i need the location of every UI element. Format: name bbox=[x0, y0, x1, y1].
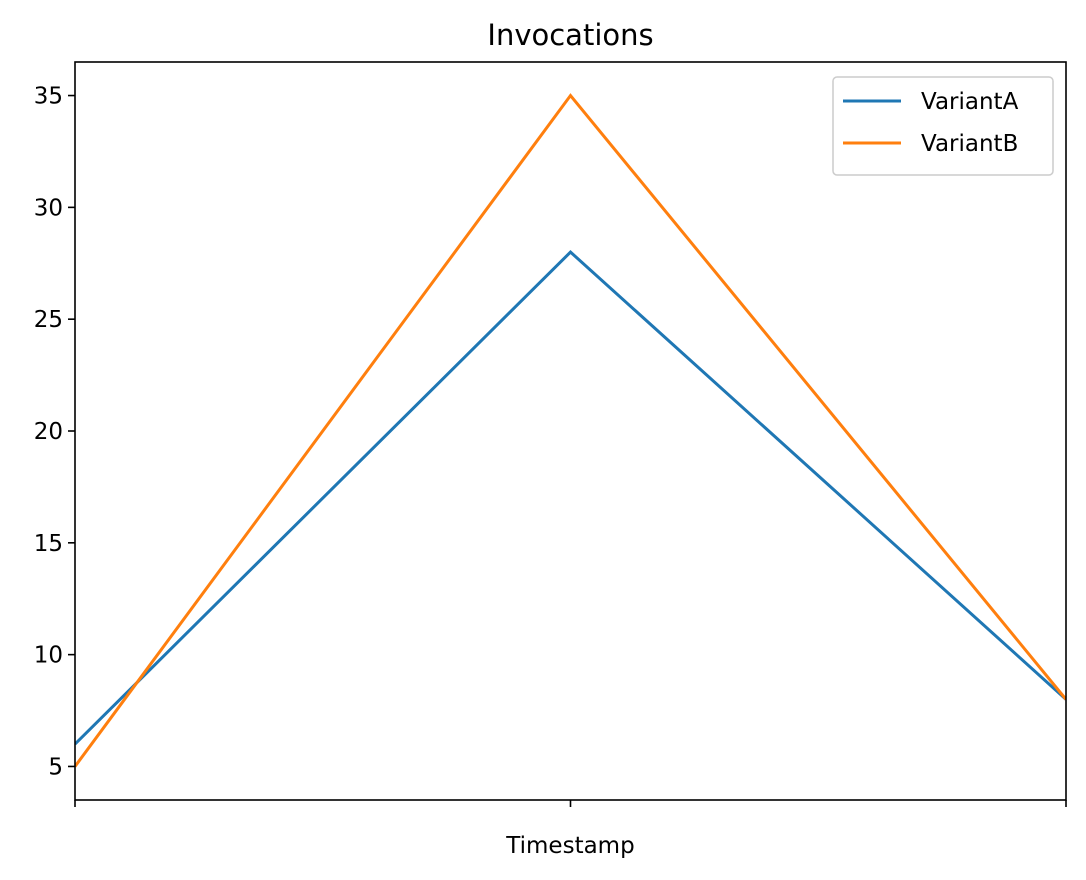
series-line-variantb bbox=[75, 93, 1066, 768]
x-axis bbox=[74, 800, 1067, 807]
legend-label: VariantA bbox=[921, 89, 1019, 115]
y-axis: 5 10 15 20 25 30 35 bbox=[34, 84, 75, 780]
y-tick-label: 25 bbox=[34, 307, 63, 333]
legend: VariantA VariantB bbox=[832, 76, 1054, 176]
y-tick-label: 5 bbox=[48, 754, 63, 780]
y-tick-label: 10 bbox=[34, 643, 63, 669]
series-line-varianta bbox=[75, 250, 1066, 746]
plot-area bbox=[75, 93, 1066, 768]
y-tick-label: 35 bbox=[34, 84, 63, 110]
x-axis-label: Timestamp bbox=[505, 833, 634, 859]
legend-label: VariantB bbox=[921, 131, 1018, 157]
y-tick-label: 15 bbox=[34, 531, 63, 557]
y-tick-label: 30 bbox=[34, 195, 63, 221]
y-tick-label: 20 bbox=[34, 419, 63, 445]
chart-title: Invocations bbox=[487, 18, 653, 52]
